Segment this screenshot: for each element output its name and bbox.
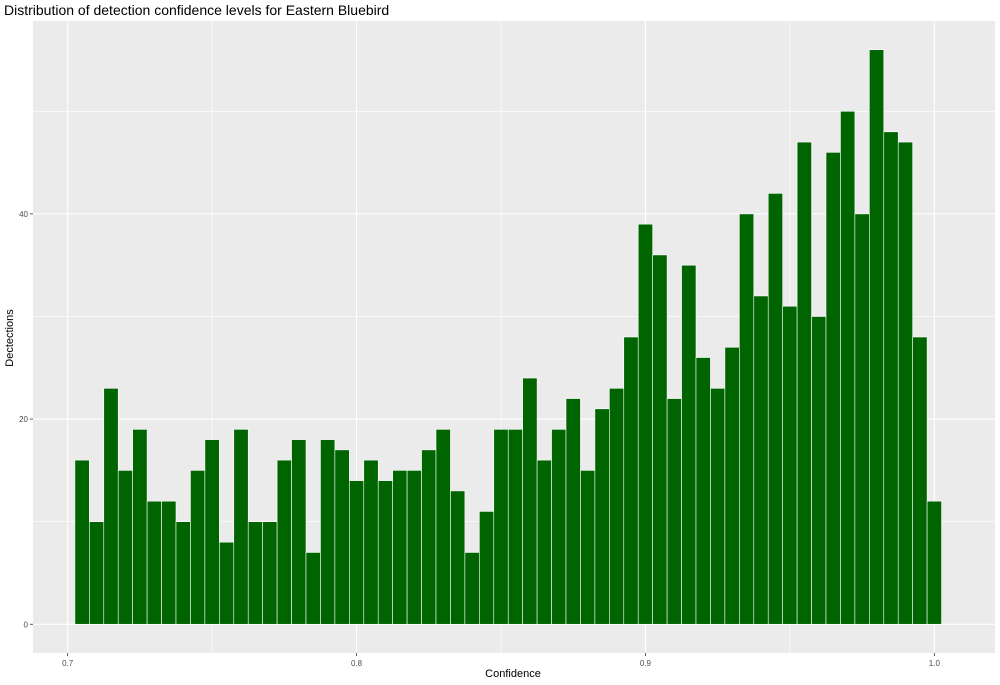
histogram-bar-24 <box>421 449 437 625</box>
histogram-bar-7 <box>175 521 191 625</box>
histogram-bar-38 <box>623 336 639 625</box>
histogram-bar-29 <box>493 429 509 625</box>
x-axis-title: Confidence <box>485 668 541 680</box>
y-axis-title: Dectections <box>4 309 16 367</box>
histogram-bar-53 <box>840 110 856 625</box>
histogram-bar-33 <box>551 429 567 625</box>
histogram-bar-48 <box>767 193 783 625</box>
y-tick-label-1: 20 <box>19 415 28 424</box>
histogram-bar-51 <box>811 316 827 625</box>
histogram-bar-42 <box>681 264 697 625</box>
histogram-bar-34 <box>565 398 581 625</box>
histogram-bar-25 <box>435 429 451 625</box>
histogram-bar-47 <box>753 295 769 625</box>
histogram-bar-2 <box>103 387 119 625</box>
x-tick-label-3: 1.0 <box>929 659 941 668</box>
histogram-bar-5 <box>146 500 162 625</box>
histogram-bar-55 <box>869 49 885 625</box>
y-axis: 0 20 40 <box>19 210 33 629</box>
histogram-bar-45 <box>724 346 740 625</box>
y-tick-label-2: 40 <box>19 210 28 219</box>
histogram-bar-15 <box>291 439 307 625</box>
histogram-bar-21 <box>377 480 393 625</box>
x-tick-label-2: 0.9 <box>640 659 652 668</box>
histogram-bar-31 <box>522 377 538 625</box>
histogram-bar-11 <box>233 429 249 625</box>
histogram-bar-40 <box>652 254 668 625</box>
histogram-bar-9 <box>204 439 220 625</box>
histogram-bar-23 <box>406 470 422 625</box>
histogram-bar-36 <box>594 408 610 625</box>
histogram-bar-30 <box>507 429 523 625</box>
histogram-bar-19 <box>349 480 365 625</box>
histogram-bar-16 <box>305 552 321 625</box>
histogram-bar-26 <box>450 490 466 625</box>
histogram-bar-10 <box>219 541 235 625</box>
histogram-bar-58 <box>912 336 928 625</box>
histogram-bar-52 <box>825 152 841 625</box>
histogram-bar-27 <box>464 552 480 625</box>
histogram-bar-14 <box>276 459 292 625</box>
histogram-bar-28 <box>479 511 495 625</box>
histogram-bars <box>74 49 942 625</box>
histogram-bar-44 <box>710 387 726 625</box>
histogram-bar-0 <box>74 459 90 625</box>
histogram-bar-6 <box>161 500 177 625</box>
histogram-bar-59 <box>926 500 942 625</box>
chart-title: Distribution of detection confidence lev… <box>4 2 389 18</box>
histogram-bar-56 <box>883 131 899 625</box>
histogram-bar-3 <box>117 470 133 625</box>
histogram-bar-1 <box>89 521 105 625</box>
histogram-bar-54 <box>854 213 870 625</box>
histogram-bar-49 <box>782 305 798 625</box>
histogram-bar-57 <box>897 141 913 625</box>
x-tick-label-0: 0.7 <box>62 659 74 668</box>
histogram-bar-13 <box>262 521 278 625</box>
histogram-bar-17 <box>320 439 336 625</box>
histogram-bar-12 <box>247 521 263 625</box>
histogram-bar-8 <box>190 470 206 625</box>
x-axis: 0.7 0.8 0.9 1.0 <box>62 653 940 668</box>
y-tick-label-0: 0 <box>24 620 29 629</box>
histogram-bar-39 <box>637 223 653 625</box>
histogram-bar-32 <box>536 459 552 625</box>
histogram-bar-37 <box>609 387 625 625</box>
histogram-bar-41 <box>666 398 682 625</box>
histogram-bar-18 <box>334 449 350 625</box>
histogram-bar-46 <box>739 213 755 625</box>
histogram-bar-22 <box>392 470 408 625</box>
histogram-bar-4 <box>132 429 148 625</box>
histogram-bar-35 <box>580 470 596 625</box>
histogram-bar-50 <box>796 141 812 625</box>
x-tick-label-1: 0.8 <box>351 659 363 668</box>
histogram-bar-43 <box>695 357 711 625</box>
histogram-bar-20 <box>363 459 379 625</box>
